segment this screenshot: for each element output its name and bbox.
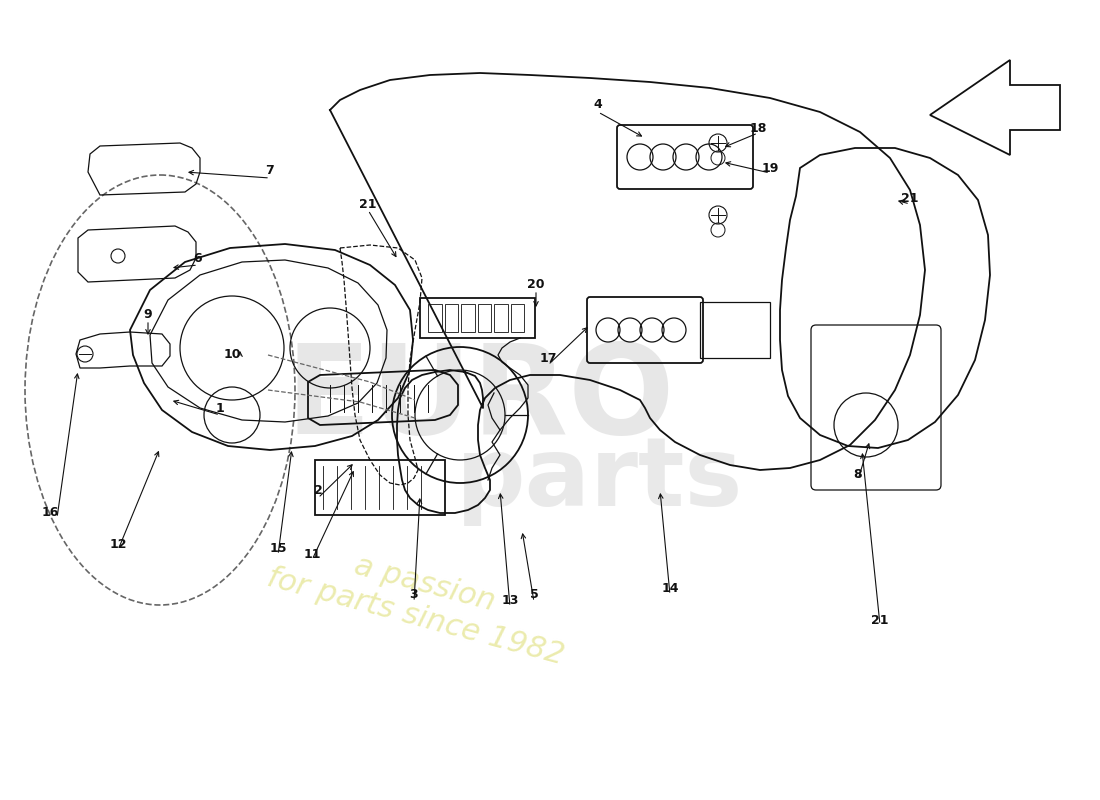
Text: 21: 21 [360,198,376,211]
Text: 16: 16 [42,506,58,518]
Text: 18: 18 [749,122,767,134]
Bar [461,304,474,332]
Text: 9: 9 [144,309,152,322]
Text: 19: 19 [761,162,779,174]
Text: 11: 11 [304,549,321,562]
Text: 7: 7 [265,163,274,177]
Text: 6: 6 [194,251,202,265]
Text: 13: 13 [502,594,519,606]
Bar [444,304,458,332]
Bar [428,304,441,332]
Text: 3: 3 [409,589,418,602]
Text: 5: 5 [529,589,538,602]
Text: EURO: EURO [285,339,674,461]
Bar [700,302,770,358]
Text: 12: 12 [109,538,126,551]
Bar [477,304,491,332]
Text: 2: 2 [314,483,322,497]
Text: 15: 15 [270,542,287,554]
Text: parts: parts [456,434,744,526]
Text: 4: 4 [594,98,603,111]
Bar [315,460,446,515]
Bar [494,304,507,332]
Text: 10: 10 [223,349,241,362]
Text: 21: 21 [871,614,889,626]
Text: 1: 1 [216,402,224,414]
Bar [420,298,535,338]
Text: 17: 17 [539,351,557,365]
Text: a passion
for parts since 1982: a passion for parts since 1982 [264,530,576,670]
Text: 8: 8 [854,469,862,482]
Text: 20: 20 [527,278,544,291]
Text: 21: 21 [901,191,918,205]
Text: 14: 14 [661,582,679,594]
Bar [510,304,524,332]
